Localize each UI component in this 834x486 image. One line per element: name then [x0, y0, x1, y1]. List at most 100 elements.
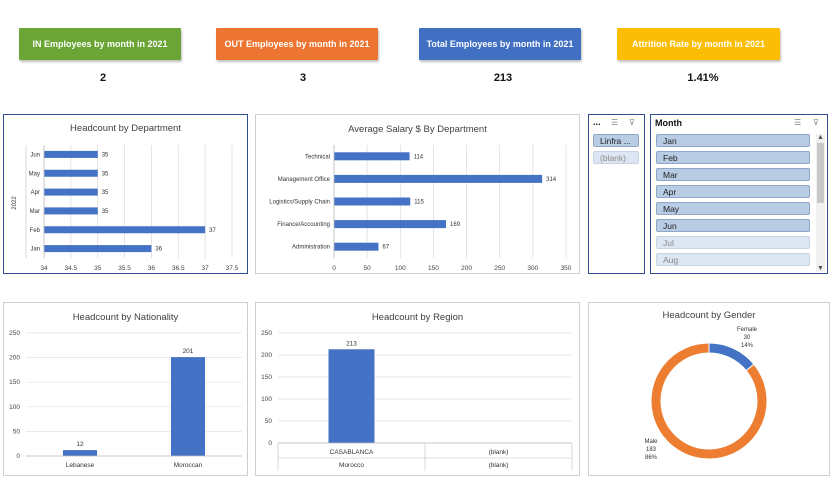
kpi-total-value: 213: [493, 72, 513, 84]
kpi-label: IN Employees by month in 2021: [32, 39, 168, 49]
slicer-item-month[interactable]: May: [656, 202, 810, 215]
y-tick-label: 100: [261, 396, 272, 403]
data-label: 114: [414, 154, 424, 160]
slicer-item-month[interactable]: Jun: [656, 219, 810, 232]
salary-bar-chart: 0 50 100 150 200 250 300 350 Technical 114 Managem…: [269, 145, 572, 272]
chart-headcount-by-department[interactable]: Headcount by Department 34 34.5 35 35.5 36 36…: [3, 114, 248, 274]
data-label: 115: [414, 200, 424, 206]
y-tick-label: 200: [261, 352, 272, 359]
data-label: 169: [450, 222, 461, 228]
data-label: 201: [183, 348, 194, 355]
bar: [63, 450, 97, 456]
data-label: 35: [102, 152, 109, 158]
data-label: 36: [155, 247, 162, 253]
x-tick-label: 36.5: [172, 265, 185, 272]
bar: [44, 188, 98, 196]
y-category-label: Management Office: [278, 177, 331, 183]
bar: [44, 207, 98, 215]
data-label: 67: [382, 245, 389, 251]
slice-label-percent: 14%: [741, 343, 754, 349]
y-tick-label: 0: [16, 453, 20, 460]
y-category-label: Apr: [31, 190, 40, 196]
y-category-label: Technical: [305, 154, 330, 160]
slicer-item-month[interactable]: Jul: [656, 236, 810, 249]
slicer-item-month[interactable]: Aug: [656, 253, 810, 266]
data-label: 314: [546, 177, 557, 183]
slicer-title: ...: [593, 117, 601, 127]
bar: [334, 174, 543, 183]
x-tick-label: 100: [395, 265, 406, 272]
bar: [334, 220, 447, 229]
slice-label-name: Male: [644, 439, 658, 445]
x-tick-label: 150: [428, 265, 439, 272]
slicer-item-month[interactable]: Jan: [656, 134, 810, 147]
clear-filter-icon[interactable]: ⊽: [813, 118, 819, 127]
bar: [171, 357, 205, 456]
bar: [334, 197, 411, 206]
data-label: 12: [76, 441, 84, 448]
kpi-attrition-rate: Attrition Rate by month in 2021: [617, 28, 780, 60]
x-tick-label: 34: [40, 265, 48, 272]
y-tick-label: 200: [9, 355, 20, 362]
scrollbar-thumb[interactable]: [817, 143, 824, 203]
data-label: 37: [209, 228, 216, 234]
slicer-month[interactable]: Month ☰ ⊽ Jan Feb Mar Apr May Jun Jul Aug ▲ ▼: [650, 114, 828, 274]
donut-slice: [650, 342, 768, 460]
slice-label-value: 183: [646, 447, 657, 453]
bar: [328, 349, 375, 443]
x-group-label: Morocco: [339, 462, 364, 469]
bar: [44, 245, 152, 253]
x-tick-label: 34.5: [65, 265, 78, 272]
slicer-item[interactable]: Linfra ...: [593, 134, 639, 147]
chart-title: Headcount by Gender: [662, 310, 756, 321]
y-category-label: Mar: [30, 209, 40, 215]
slicer-scrollbar[interactable]: ▲ ▼: [816, 134, 825, 272]
chart-headcount-by-nationality[interactable]: Headcount by Nationality 0 50 100 150 200 250…: [3, 302, 248, 476]
bar: [44, 226, 206, 234]
chart-title: Average Salary $ By Department: [348, 124, 487, 135]
x-tick-label: 35.5: [118, 265, 131, 272]
y-category-label: May: [29, 171, 40, 177]
y-tick-label: 250: [9, 330, 20, 337]
chart-headcount-by-gender[interactable]: Headcount by Gender Female 30 14% Male 183 86…: [588, 302, 830, 476]
bar: [44, 169, 98, 177]
gender-donut-chart: Female 30 14% Male 183 86%: [644, 327, 768, 461]
y-tick-label: 50: [265, 418, 273, 425]
kpi-attrition-value: 1.41%: [687, 72, 719, 84]
x-tick-label: 50: [364, 265, 372, 272]
chart-average-salary-by-department[interactable]: Average Salary $ By Department 0 50 100 150…: [255, 114, 580, 274]
x-category-label: CASABLANCA: [330, 449, 374, 456]
x-tick-label: 250: [494, 265, 505, 272]
slicer-item-month[interactable]: Mar: [656, 168, 810, 181]
bar: [334, 242, 379, 251]
region-bar-chart: 0 50 100 150 200 250 213 CASABLANCA Morocco (blan…: [261, 330, 573, 471]
kpi-in-employees: IN Employees by month in 2021: [19, 28, 181, 60]
slicer-item[interactable]: (blank): [593, 151, 639, 164]
kpi-out-employees: OUT Employees by month in 2021: [216, 28, 378, 60]
chart-headcount-by-region[interactable]: Headcount by Region 0 50 100 150 200 250 213 CA…: [255, 302, 580, 476]
kpi-label: OUT Employees by month in 2021: [224, 39, 370, 49]
multi-select-icon[interactable]: ☰: [611, 118, 619, 127]
scroll-up-icon[interactable]: ▲: [817, 134, 824, 141]
y-category-label: Logistics/Supply Chain: [269, 200, 330, 206]
chart-title: Headcount by Nationality: [72, 312, 179, 323]
kpi-total-employees: Total Employees by month in 2021: [419, 28, 581, 60]
x-tick-label: 300: [527, 265, 538, 272]
slicer-item-month[interactable]: Feb: [656, 151, 810, 164]
slice-label-name: Female: [737, 327, 758, 333]
slicer-filter[interactable]: ... ☰ ⊽ Linfra ... (blank): [588, 114, 645, 274]
data-label: 35: [102, 171, 109, 177]
clear-filter-icon[interactable]: ⊽: [629, 118, 635, 127]
y-tick-label: 50: [13, 428, 21, 435]
slicer-item-month[interactable]: Apr: [656, 185, 810, 198]
x-tick-label: 36: [148, 265, 156, 272]
scroll-down-icon[interactable]: ▼: [817, 265, 824, 272]
chart-title: Headcount by Department: [70, 123, 181, 134]
group-label: 2022: [12, 196, 18, 210]
slice-label-percent: 86%: [645, 455, 658, 461]
y-tick-label: 150: [9, 379, 20, 386]
multi-select-icon[interactable]: ☰: [794, 118, 802, 127]
x-tick-label: 200: [461, 265, 472, 272]
y-tick-label: 150: [261, 374, 272, 381]
y-tick-label: 0: [268, 440, 272, 447]
